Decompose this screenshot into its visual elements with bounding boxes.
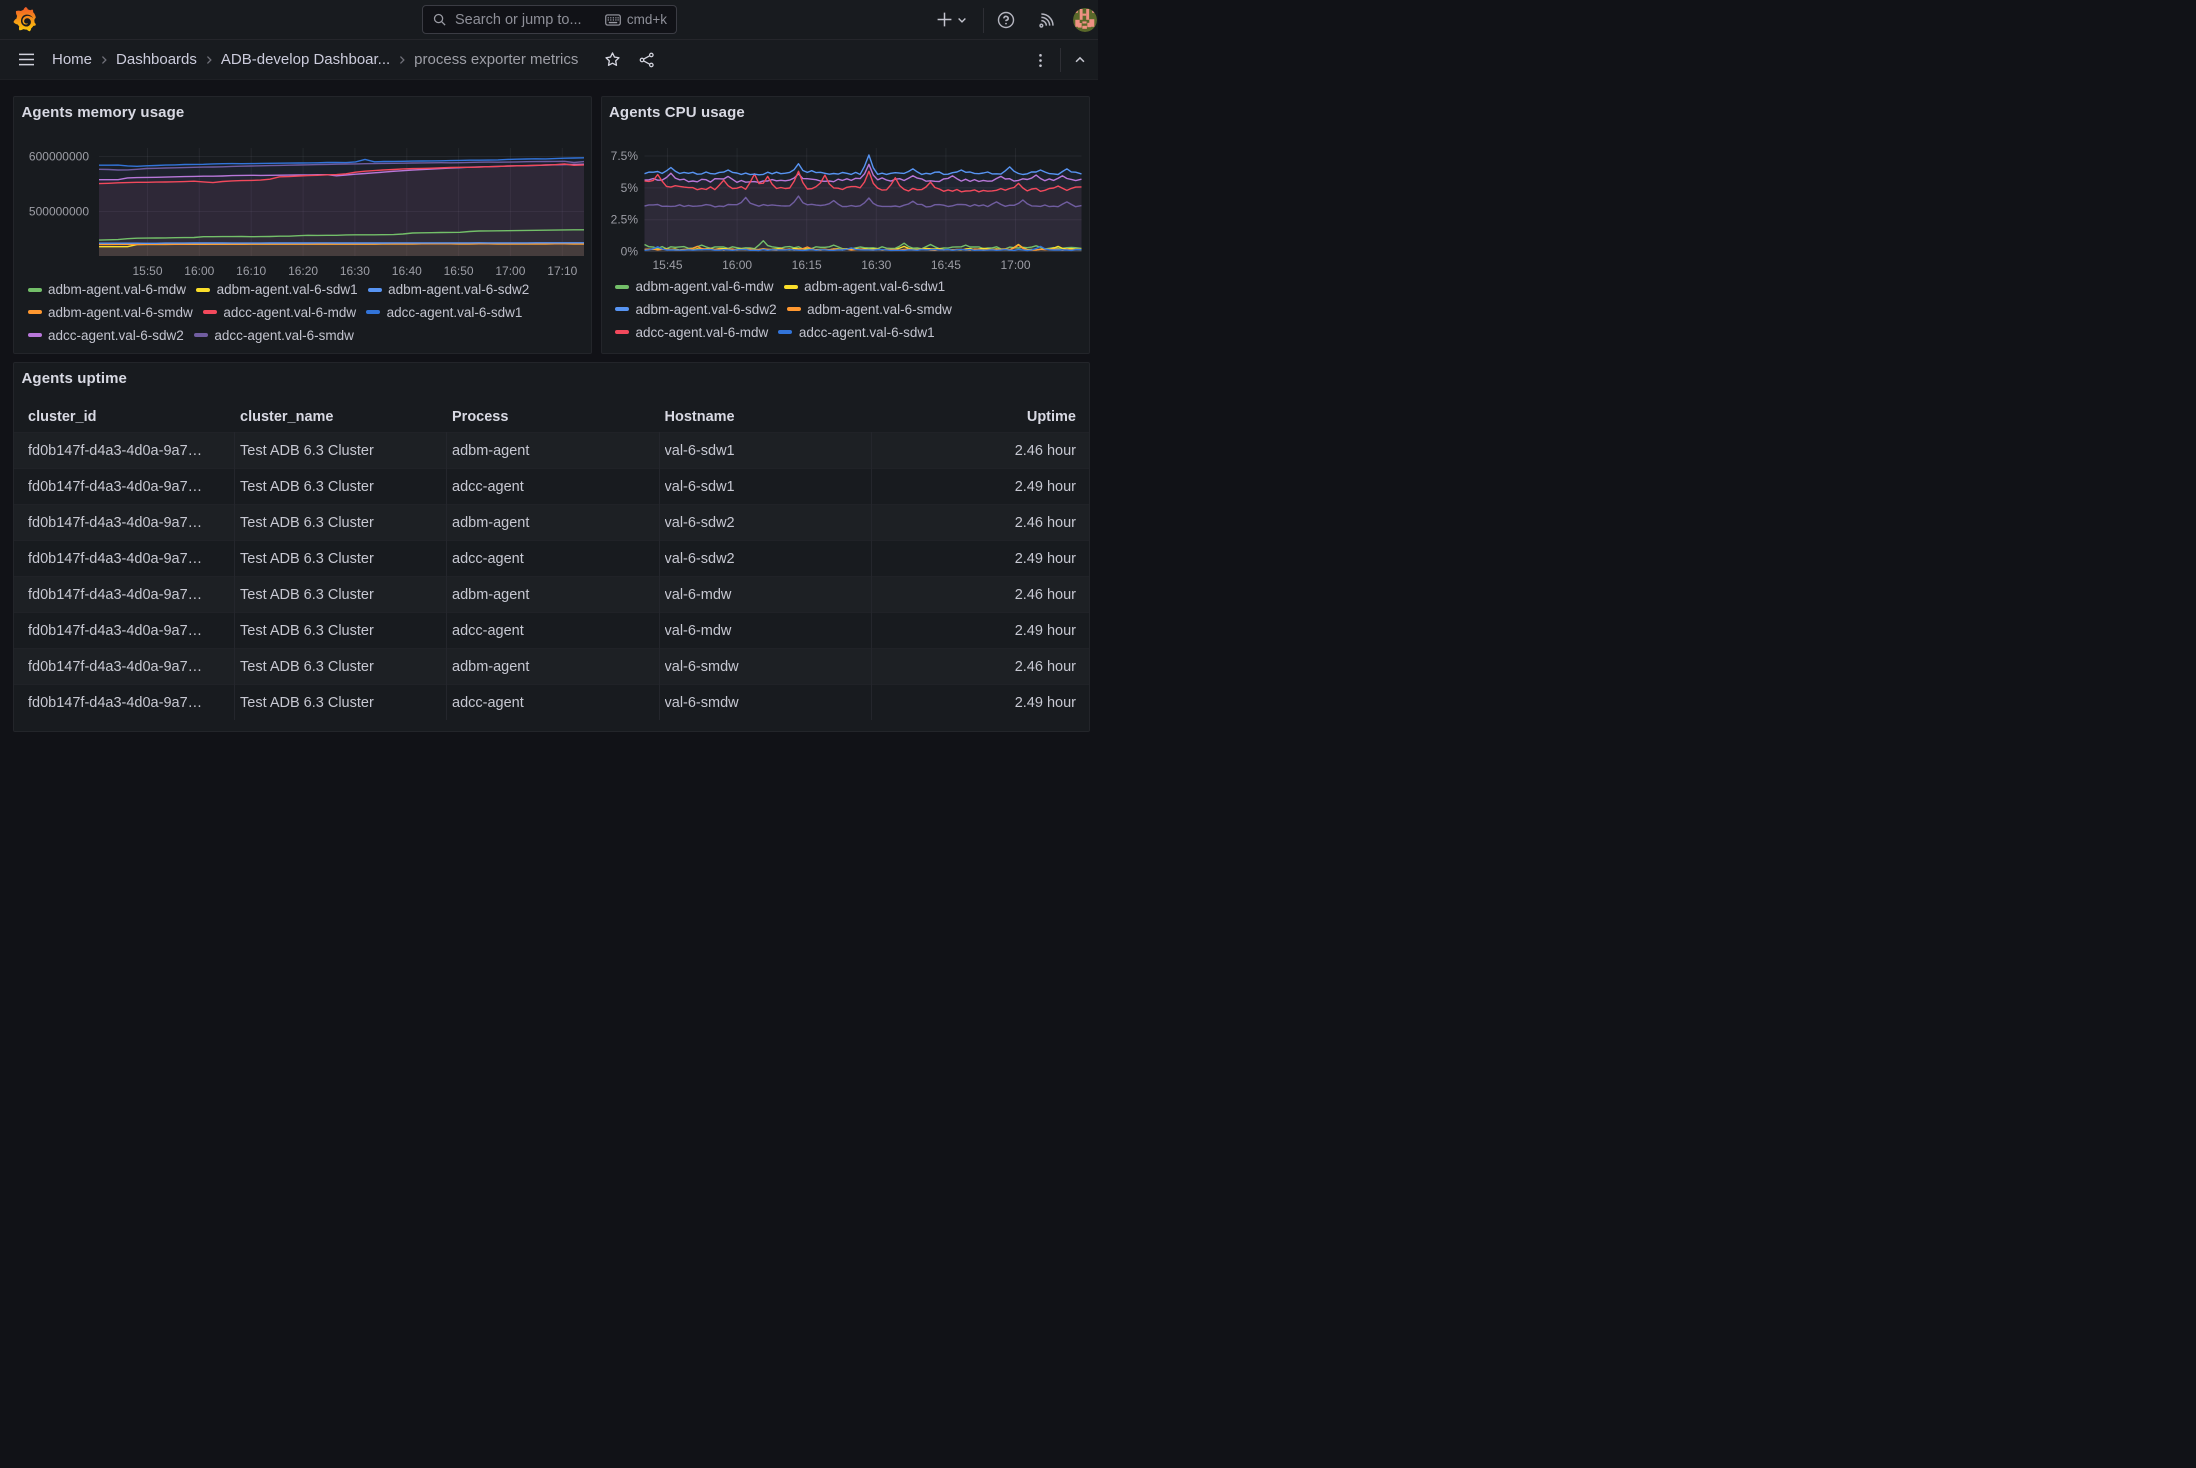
svg-text:17:00: 17:00 [1000, 258, 1030, 272]
svg-text:0%: 0% [620, 245, 638, 259]
svg-text:17:00: 17:00 [495, 264, 525, 278]
svg-text:2.5%: 2.5% [610, 213, 638, 227]
svg-text:500000000: 500000000 [29, 205, 89, 219]
svg-text:16:45: 16:45 [930, 258, 960, 272]
svg-text:15:45: 15:45 [652, 258, 682, 272]
svg-text:600000000: 600000000 [29, 150, 89, 164]
svg-text:5%: 5% [620, 181, 638, 195]
svg-text:16:15: 16:15 [791, 258, 821, 272]
svg-text:16:40: 16:40 [392, 264, 422, 278]
svg-text:16:30: 16:30 [861, 258, 891, 272]
svg-text:16:00: 16:00 [722, 258, 752, 272]
svg-text:16:10: 16:10 [236, 264, 266, 278]
svg-text:16:50: 16:50 [444, 264, 474, 278]
svg-text:16:20: 16:20 [288, 264, 318, 278]
svg-text:16:30: 16:30 [340, 264, 370, 278]
svg-text:17:10: 17:10 [547, 264, 577, 278]
svg-text:15:50: 15:50 [132, 264, 162, 278]
svg-text:7.5%: 7.5% [610, 149, 638, 163]
svg-text:16:00: 16:00 [184, 264, 214, 278]
